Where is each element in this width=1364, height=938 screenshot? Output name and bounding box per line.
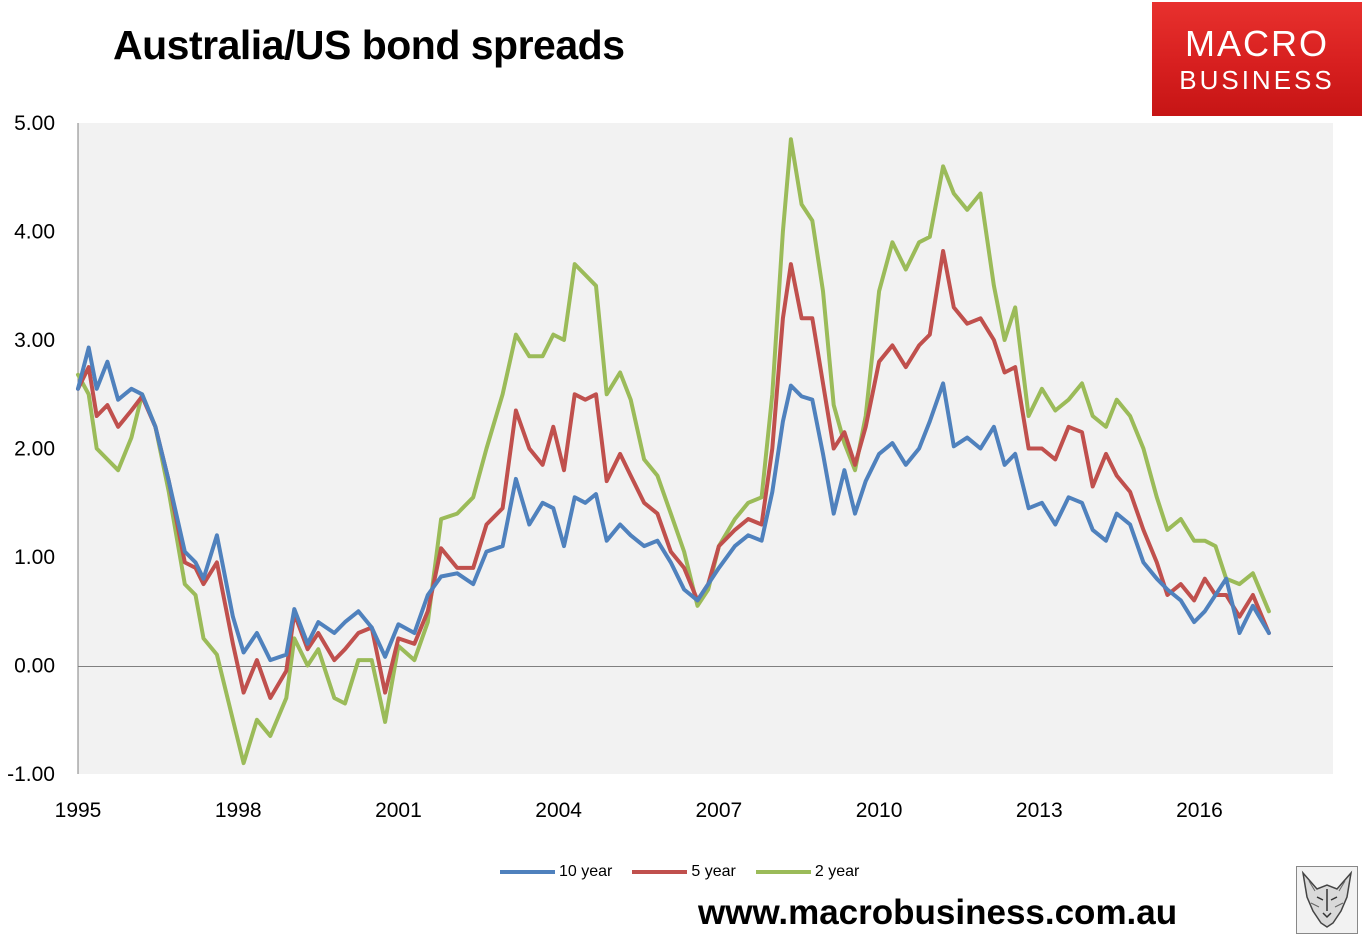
- x-tick-label: 1998: [215, 799, 262, 822]
- logo-line-1: MACRO: [1185, 23, 1329, 64]
- x-tick-label: 2007: [695, 799, 742, 822]
- y-tick-label: 1.00: [14, 546, 55, 569]
- macro-business-logo: MACRO BUSINESS: [1152, 2, 1362, 116]
- y-tick-label: 3.00: [14, 329, 55, 352]
- legend-label-10-year: 10 year: [559, 863, 613, 880]
- legend-label-2-year: 2 year: [814, 863, 860, 880]
- website-url: www.macrobusiness.com.au: [698, 893, 1178, 932]
- y-tick-label: 4.00: [14, 221, 55, 244]
- x-tick-label: 2001: [375, 799, 422, 822]
- chart-legend: 10 year 5 year 2 year: [500, 860, 879, 884]
- legend-item-2-year: 2 year: [755, 863, 860, 881]
- x-tick-label: 2016: [1176, 799, 1223, 822]
- legend-label-5-year: 5 year: [691, 863, 736, 880]
- chart-title: Australia/US bond spreads: [113, 22, 625, 68]
- y-axis-ticks: 5.00 4.00 3.00 2.00 1.00 0.00 -1.00: [7, 112, 55, 786]
- legend-swatch-5-year: [632, 870, 688, 874]
- legend-swatch-2-year: [755, 870, 811, 874]
- y-tick-label: -1.00: [7, 763, 55, 786]
- y-tick-label: 5.00: [14, 112, 55, 135]
- legend-swatch-10-year: [500, 870, 555, 874]
- logo-line-2: BUSINESS: [1179, 65, 1335, 95]
- x-axis-ticks: 1995 1998 2001 2004 2007 2010 2013 2016: [55, 799, 1223, 822]
- legend-item-5-year: 5 year: [632, 863, 736, 881]
- legend-item-10-year: 10 year: [500, 863, 612, 881]
- series-lines: [76, 137, 1271, 766]
- x-tick-label: 1995: [55, 799, 102, 822]
- series-line-5-year: [76, 249, 1271, 700]
- y-tick-label: 0.00: [14, 655, 55, 678]
- series-line-2-year: [76, 137, 1271, 766]
- wolf-head-icon: [1296, 866, 1358, 934]
- x-tick-label: 2010: [856, 799, 903, 822]
- y-tick-label: 2.00: [14, 438, 55, 461]
- x-tick-label: 2013: [1016, 799, 1063, 822]
- x-tick-label: 2004: [535, 799, 582, 822]
- series-line-10-year: [76, 345, 1271, 663]
